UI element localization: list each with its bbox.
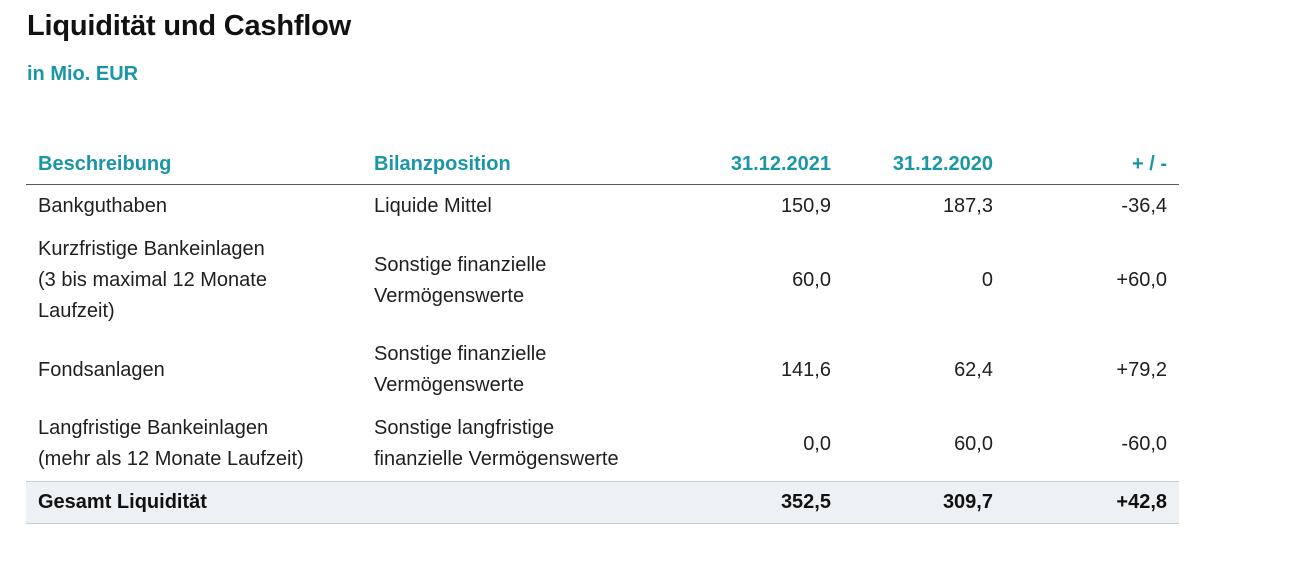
cell-line: Bankguthaben	[38, 195, 168, 217]
cell-line: Vermögenswerte	[374, 284, 525, 307]
total-value-2020: 309,7	[843, 481, 1005, 524]
cell-bilanzposition: Sonstige finanzielle Vermögenswerte	[362, 333, 686, 407]
header-change: + / -	[1005, 143, 1179, 185]
cell-value-2020: 60,0	[954, 432, 993, 455]
cell-line: (3 bis maximal 12 Monate	[38, 269, 267, 291]
header-bilanzposition: Bilanzposition	[362, 143, 686, 185]
cell-line: Langfristige Bankeinlagen	[38, 417, 269, 439]
cell-value-2020: 187,3	[942, 195, 993, 217]
total-empty-cell	[362, 481, 686, 524]
page-title: Liquidität und Cashflow	[27, 10, 352, 42]
cell-beschreibung: Fondsanlagen	[26, 333, 362, 407]
table-row: Bankguthaben Liquide Mittel 150,9 187,3 …	[26, 185, 1179, 229]
header-beschreibung: Beschreibung	[26, 143, 362, 185]
total-value-2021: 352,5	[686, 481, 843, 524]
cell-change: -60,0	[1121, 432, 1167, 455]
cell-line: Laufzeit)	[38, 300, 115, 322]
cell-beschreibung: Langfristige Bankeinlagen (mehr als 12 M…	[26, 407, 362, 482]
cell-value-2021: 150,9	[780, 195, 831, 217]
table-row: Fondsanlagen Sonstige finanzielle Vermög…	[26, 333, 1179, 407]
table-row: Kurzfristige Bankeinlagen (3 bis maximal…	[26, 228, 1179, 333]
cell-change: -36,4	[1121, 195, 1167, 217]
cell-beschreibung: Bankguthaben	[26, 185, 362, 229]
cell-bilanzposition: Sonstige langfristige finanzielle Vermög…	[362, 407, 686, 482]
total-change: +42,8	[1005, 481, 1179, 524]
total-label: Gesamt Liquidität	[26, 481, 362, 524]
unit-subtitle: in Mio. EUR	[27, 63, 139, 85]
cell-line: Sonstige langfristige	[374, 417, 555, 439]
liquidity-table: Beschreibung Bilanzposition 31.12.2021 3…	[26, 143, 1179, 524]
cell-beschreibung: Kurzfristige Bankeinlagen (3 bis maximal…	[26, 228, 362, 333]
total-row: Gesamt Liquidität 352,5 309,7 +42,8	[26, 481, 1179, 524]
cell-change: +60,0	[1116, 269, 1167, 291]
table-header-row: Beschreibung Bilanzposition 31.12.2021 3…	[26, 143, 1179, 185]
cell-value-2021: 0,0	[803, 432, 831, 455]
cell-line: finanzielle Vermögenswerte	[374, 448, 619, 470]
cell-value-2020: 0	[981, 269, 993, 291]
cell-line: (mehr als 12 Monate Laufzeit)	[38, 448, 304, 470]
cell-value-2021: 60,0	[792, 269, 831, 291]
cell-value-2021: 141,6	[780, 358, 831, 381]
cell-line: Liquide Mittel	[374, 195, 492, 217]
cell-line: Kurzfristige Bankeinlagen	[38, 238, 265, 260]
cell-line: Sonstige finanzielle	[374, 253, 547, 276]
table-row: Langfristige Bankeinlagen (mehr als 12 M…	[26, 407, 1179, 482]
cell-line: Vermögenswerte	[374, 374, 525, 396]
cell-bilanzposition: Sonstige finanzielle Vermögenswerte	[362, 228, 686, 333]
header-2020: 31.12.2020	[843, 143, 1005, 185]
header-2021: 31.12.2021	[686, 143, 843, 185]
cell-change: +79,2	[1116, 358, 1167, 381]
cell-value-2020: 62,4	[954, 358, 993, 381]
cell-line: Sonstige finanzielle	[374, 343, 547, 365]
cell-line: Fondsanlagen	[38, 358, 165, 381]
cell-bilanzposition: Liquide Mittel	[362, 185, 686, 229]
